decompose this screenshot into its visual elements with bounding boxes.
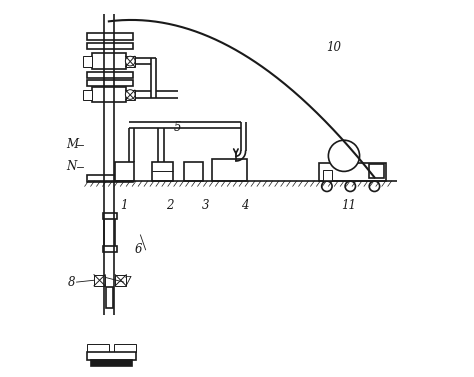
Text: 1: 1	[120, 199, 128, 212]
Text: M: M	[66, 138, 78, 151]
Text: 2: 2	[166, 199, 174, 212]
Bar	[102, 213, 117, 219]
Bar	[83, 56, 92, 67]
Circle shape	[322, 181, 332, 192]
Bar	[183, 162, 203, 181]
Text: 8: 8	[68, 276, 75, 289]
Bar	[92, 53, 126, 69]
Bar	[152, 162, 173, 181]
Bar	[115, 275, 126, 286]
Text: 3: 3	[201, 199, 209, 212]
Bar	[104, 215, 115, 248]
Bar	[87, 80, 133, 86]
Bar	[83, 90, 92, 100]
Bar	[319, 163, 385, 181]
Text: 5: 5	[174, 121, 182, 134]
Text: 4: 4	[241, 199, 248, 212]
Bar	[102, 247, 117, 252]
Bar	[87, 352, 137, 360]
Bar	[126, 56, 135, 67]
Text: 10: 10	[326, 41, 341, 54]
Text: 11: 11	[341, 199, 356, 212]
Bar	[106, 287, 113, 308]
Bar	[87, 176, 133, 182]
Bar	[91, 360, 131, 366]
Text: 6: 6	[135, 243, 142, 256]
Bar	[87, 344, 109, 352]
Circle shape	[369, 181, 380, 192]
Circle shape	[126, 90, 135, 100]
Circle shape	[328, 140, 360, 172]
Bar	[114, 344, 136, 352]
Bar	[94, 275, 105, 286]
Bar	[212, 159, 246, 181]
Bar	[87, 43, 133, 49]
Bar	[323, 170, 332, 181]
Circle shape	[126, 56, 135, 66]
Bar	[369, 164, 384, 178]
Text: 7: 7	[124, 276, 131, 289]
Circle shape	[345, 181, 356, 192]
Text: N: N	[66, 161, 77, 173]
Bar	[87, 72, 133, 78]
Bar	[92, 87, 126, 101]
Bar	[87, 33, 133, 40]
Bar	[115, 162, 134, 181]
Bar	[126, 90, 135, 100]
